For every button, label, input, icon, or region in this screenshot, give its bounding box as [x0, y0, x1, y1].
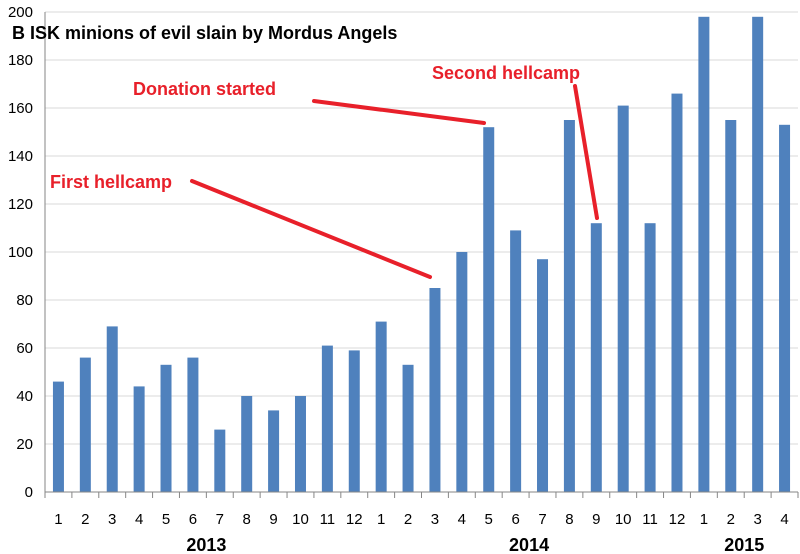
x-tick-label: 2: [81, 511, 89, 528]
y-tick-label: 120: [8, 196, 33, 213]
bar: [348, 350, 360, 492]
bar: [133, 386, 145, 492]
bar: [375, 321, 387, 492]
x-tick-label: 9: [269, 511, 277, 528]
x-tick-label: 1: [377, 511, 385, 528]
x-tick-label: 11: [642, 511, 658, 528]
y-tick-labels: 0 20 40 60 80 100 120 140 160 180 200: [8, 4, 33, 501]
x-tick-label: 6: [189, 511, 197, 528]
axes: [44, 12, 799, 498]
bar: [214, 429, 226, 492]
x-tick-label: 10: [292, 511, 309, 528]
y-tick-label: 100: [8, 244, 33, 261]
bar: [456, 252, 468, 492]
x-tick-label: 2: [404, 511, 412, 528]
bar: [537, 259, 549, 492]
gridlines: [45, 11, 798, 445]
x-tick-label: 8: [243, 511, 251, 528]
y-tick-label: 160: [8, 100, 33, 117]
bar: [483, 127, 495, 492]
bar: [510, 230, 522, 492]
x-tick-label: 12: [669, 511, 686, 528]
bar: [698, 16, 710, 493]
y-tick-label: 140: [8, 148, 33, 165]
x-tick-labels: 1 2 3 4 5 6 7 8 9 10 11 12 1 2 3 4 5 6 7 8 9 10 11 12 1 2 3 4: [54, 511, 788, 528]
x-tick-label: 9: [592, 511, 600, 528]
x-tick-label: 8: [565, 511, 573, 528]
bar: [617, 105, 629, 492]
bar: [402, 364, 414, 492]
x-tick-label: 7: [538, 511, 546, 528]
bar: [644, 223, 656, 492]
year-label: 2014: [509, 535, 549, 554]
bar: [268, 410, 280, 492]
bar: [725, 120, 737, 492]
year-label: 2013: [186, 535, 226, 554]
year-label: 2015: [724, 535, 764, 554]
y-tick-label: 0: [25, 484, 33, 501]
arrow-donation-started: [312, 99, 486, 125]
bars: [52, 16, 791, 493]
y-tick-label: 200: [8, 4, 33, 21]
bar: [321, 345, 333, 492]
arrow-first-hellcamp: [190, 179, 432, 279]
x-tick-label: 11: [320, 511, 336, 528]
x-tick-label: 3: [108, 511, 116, 528]
x-tick-label: 12: [346, 511, 363, 528]
x-tick-label: 7: [216, 511, 224, 528]
y-tick-label: 40: [16, 388, 33, 405]
x-tick-label: 10: [615, 511, 632, 528]
x-tick-label: 3: [431, 511, 439, 528]
bar: [106, 326, 118, 492]
year-labels: 2013 2014 2015: [186, 535, 764, 554]
bar: [294, 396, 306, 492]
bar: [160, 364, 172, 492]
annotation-second-hellcamp: Second hellcamp: [432, 63, 580, 83]
x-tick-label: 4: [780, 511, 788, 528]
x-tick-label: 6: [511, 511, 519, 528]
arrow-second-hellcamp: [573, 84, 599, 220]
x-tick-label: 1: [54, 511, 62, 528]
annotations: Donation started First hellcamp Second h…: [50, 63, 599, 279]
x-tick-label: 4: [458, 511, 466, 528]
bar: [752, 16, 764, 493]
bar: [671, 93, 683, 492]
x-tick-label: 5: [485, 511, 493, 528]
annotation-first-hellcamp: First hellcamp: [50, 172, 172, 192]
x-tick-label: 2: [727, 511, 735, 528]
bar: [52, 381, 64, 492]
chart-title: B ISK minions of evil slain by Mordus An…: [12, 23, 397, 43]
bar: [779, 124, 791, 493]
y-tick-label: 180: [8, 52, 33, 69]
x-tick-label: 5: [162, 511, 170, 528]
bar: [79, 357, 91, 492]
x-tick-label: 4: [135, 511, 143, 528]
y-tick-label: 20: [16, 436, 33, 453]
bar: [563, 120, 575, 492]
x-tick-label: 3: [753, 511, 761, 528]
y-tick-label: 80: [16, 292, 33, 309]
y-tick-label: 60: [16, 340, 33, 357]
bar: [187, 357, 199, 492]
x-tick-label: 1: [700, 511, 708, 528]
bar: [429, 288, 441, 492]
bar: [590, 223, 602, 492]
bar: [241, 396, 253, 492]
annotation-donation-started: Donation started: [133, 79, 276, 99]
